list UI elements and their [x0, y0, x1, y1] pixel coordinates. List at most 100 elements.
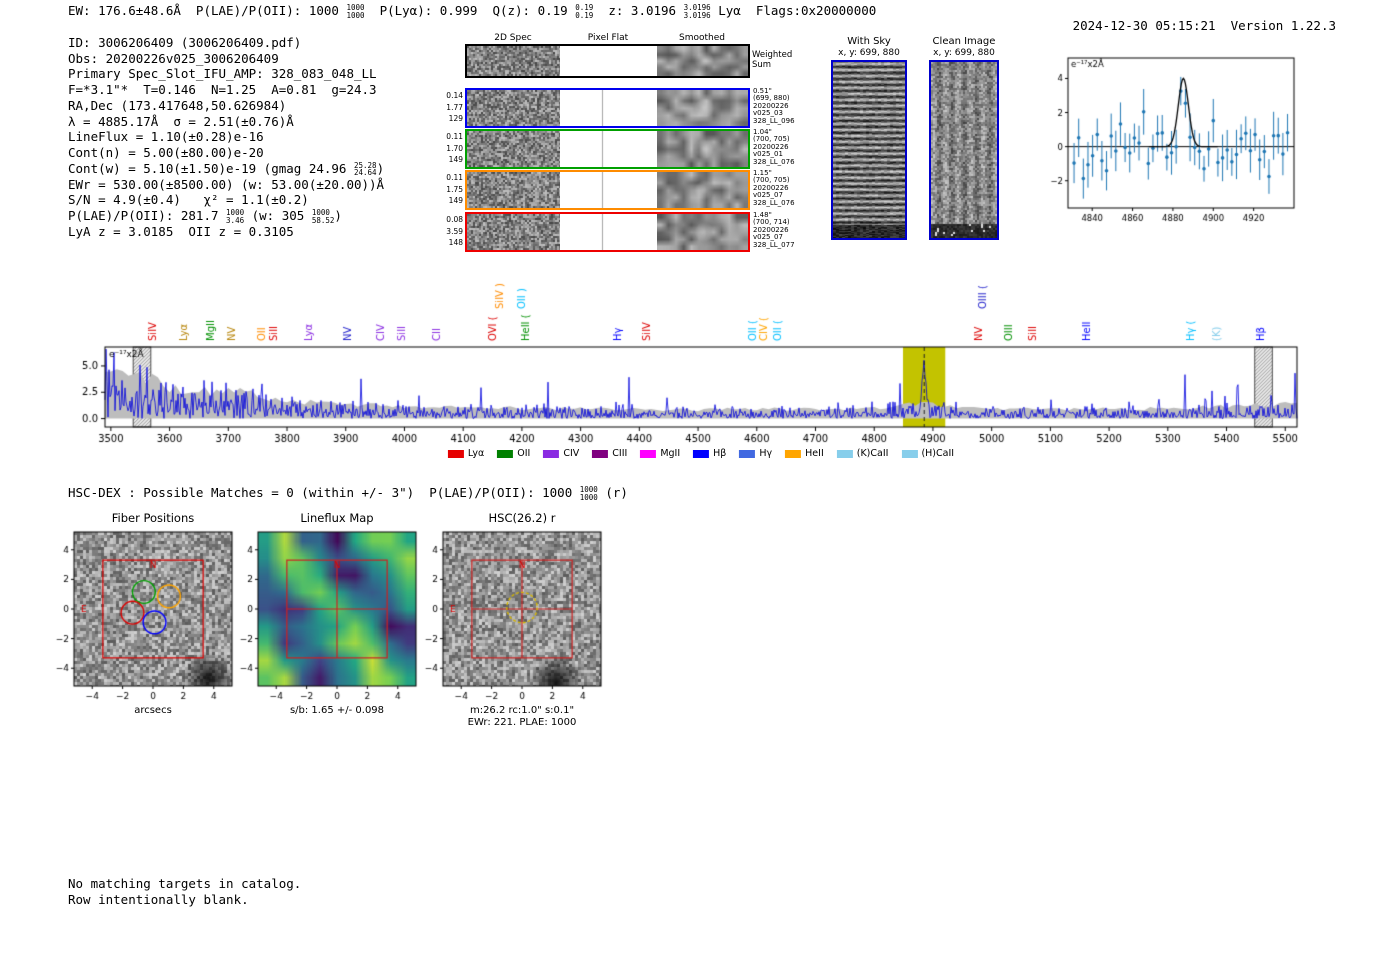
text-segment: Cont(n) = 5.00(±80.00)e-20: [68, 144, 264, 160]
cutout-meta-line: v025_01: [753, 150, 783, 159]
cutout-canvas-smoothed: [657, 46, 748, 76]
text-segment: Obs: 20200226v025_3006206409: [68, 50, 279, 66]
legend-swatch: [497, 449, 514, 458]
legend-label: CIII: [612, 448, 628, 459]
legend-swatch: [543, 449, 560, 458]
cutout-right-meta: 1.15" (700, 705) 20200226 v025_07 328_LL_076: [753, 169, 795, 207]
weighted-sum-line2: Sum: [752, 60, 772, 70]
header-summary-line: EW: 176.6±48.6Å P(LAE)/P(OII): 1000 1000…: [68, 3, 876, 19]
legend-swatch: [640, 449, 657, 458]
cutout-canvas-smoothed: [657, 214, 748, 250]
legend-label: HeII: [805, 448, 824, 459]
text-segment: RA,Dec (173.417648,50.626984): [68, 97, 287, 113]
cutout-meta-line: 1.15": [753, 169, 772, 177]
cutout-canvas-2dspec: [467, 90, 560, 126]
hsc-plot: [417, 526, 607, 704]
cutout-right-meta: 1.48" (700, 714) 20200226 v025_07 328_LL_077: [753, 211, 795, 249]
cutout-meta-line: 20200226: [753, 225, 789, 234]
cutout-canvas-smoothed: [657, 90, 748, 126]
cutout-meta-line: v025_07: [753, 233, 783, 242]
legend-label: Hβ: [713, 448, 727, 459]
legend-label: CIV: [563, 448, 580, 459]
cutout-meta-line: v025_07: [753, 191, 783, 200]
cutout-canvas-pixelflat: [562, 90, 655, 126]
cutout-canvas-smoothed: [657, 131, 748, 167]
weighted-sum-line1: Weighted: [752, 50, 793, 60]
cutout-meta-line: 328_LL_096: [753, 116, 795, 125]
legend-swatch: [836, 449, 853, 458]
legend-item: Lyα: [447, 448, 485, 459]
cutout-left-value: 149: [448, 155, 463, 164]
info-line: LyA z = 3.0185 OII z = 0.3105: [68, 224, 384, 240]
info-line: Cont(n) = 5.00(±80.00)e-20: [68, 145, 384, 161]
cutout-row: [465, 170, 750, 210]
info-line: ID: 3006206409 (3006206409.pdf): [68, 35, 384, 51]
cutout-meta-line: (700, 705): [753, 135, 790, 144]
clean-coords: x, y: 699, 880: [933, 48, 995, 58]
footer-line-1: No matching targets in catalog.: [68, 876, 302, 891]
fiber-plot: [48, 526, 238, 704]
cutout-canvas-pixelflat: [562, 46, 655, 76]
legend-label: (H)CaII: [921, 448, 955, 459]
linefit-plot: [1038, 50, 1300, 230]
report-version: Version 1.22.3: [1230, 18, 1336, 33]
legend-label: (K)CaII: [856, 448, 889, 459]
stacked-fraction: 1000 1000: [346, 3, 365, 20]
legend-label: OII: [517, 448, 531, 459]
stacked-fraction: 1000 58.52: [311, 208, 335, 225]
hsc-xlabel2: EWr: 221. PLAE: 1000: [467, 717, 577, 728]
cutout-canvas-2dspec: [467, 46, 560, 76]
detection-info-block: ID: 3006206409 (3006206409.pdf) Obs: 2020…: [68, 35, 384, 240]
cutout-meta-line: 0.51": [753, 87, 772, 95]
cutout-col-header-smoothed: Smoothed: [679, 33, 725, 43]
cutout-meta-line: 1.48": [753, 211, 772, 219]
info-line: S/N = 4.9(±0.4) χ² = 1.1(±0.2): [68, 192, 384, 208]
cutout-canvas-pixelflat: [562, 214, 655, 250]
text-segment: F=*3.1"* T=0.146 N=1.25 A=0.81 g=24.3: [68, 82, 377, 98]
stacked-fraction: 1000 3.46: [226, 208, 245, 225]
text-segment: z: 3.0196: [593, 3, 684, 18]
cutout-left-values: 0.11 1.70 149: [441, 131, 463, 166]
cutout-meta-line: (700, 714): [753, 218, 790, 227]
cutout-meta-line: 328_LL_076: [753, 157, 795, 166]
info-line: λ = 4885.17Å σ = 2.51(±0.76)Å: [68, 114, 384, 130]
text-segment: P(Lyα): 0.999 Q(z): 0.19: [364, 3, 576, 18]
report-datetime: 2024-12-30 05:15:21: [1072, 18, 1216, 33]
legend-item: (K)CaII: [836, 448, 889, 459]
cutout-canvas-2dspec: [467, 172, 560, 208]
text-segment: HSC-DEX : Possible Matches = 0 (within +…: [68, 485, 580, 500]
withsky-coords: x, y: 699, 880: [838, 48, 900, 58]
cutout-meta-line: 20200226: [753, 183, 789, 192]
cutout-right-meta: 0.51" (699, 880) 20200226 v025_03 328_LL_096: [753, 87, 795, 125]
cutout-meta-line: 20200226: [753, 142, 789, 151]
hsc-xlabel: m:26.2 rc:1.0" s:0.1": [469, 705, 575, 716]
text-segment: (w: 305: [244, 208, 312, 224]
text-segment: ): [376, 160, 385, 176]
text-segment: ): [334, 208, 342, 224]
stacked-fraction: 0.19 0.19: [575, 3, 594, 20]
cutout-col-header-pixelflat: Pixel Flat: [587, 33, 629, 43]
header-right: 2024-12-30 05:15:21 Version 1.22.3: [1058, 3, 1336, 33]
info-line: LineFlux = 1.10(±0.28)e-16: [68, 129, 384, 145]
info-line: Cont(w) = 5.10(±1.50)e-19 (gmag 24.96 25…: [68, 161, 384, 177]
legend-item: Hγ: [739, 448, 772, 459]
cutout-left-value: 1.77: [446, 102, 463, 112]
cutout-left-value: 0.11: [446, 132, 463, 141]
text-segment: λ = 4885.17Å σ = 2.51(±0.76)Å: [68, 113, 294, 129]
text-segment: Lyα Flags:0x20000000: [710, 3, 877, 18]
cutout-left-values: 0.08 3.59 148: [441, 214, 463, 249]
text-segment: (r): [597, 485, 628, 500]
weighted-sum-label: Weighted Sum: [752, 50, 792, 70]
legend-swatch: [447, 449, 464, 458]
header-gap: [1216, 18, 1231, 33]
cutout-col-header-2dspec: 2D Spec: [494, 33, 532, 43]
hsc-panel-title: HSC(26.2) r: [488, 511, 556, 525]
cutout-left-value: 3.59: [446, 226, 463, 236]
cutout-left-value: 1.70: [446, 143, 463, 153]
legend-item: MgII: [640, 448, 680, 459]
cutout-canvas-pixelflat: [562, 172, 655, 208]
cutout-left-value: 0.08: [446, 215, 463, 224]
legend-label: Lyα: [467, 448, 485, 459]
lineflux-xlabel: s/b: 1.65 +/- 0.098: [289, 705, 385, 716]
text-segment: LineFlux = 1.10(±0.28)e-16: [68, 129, 264, 145]
